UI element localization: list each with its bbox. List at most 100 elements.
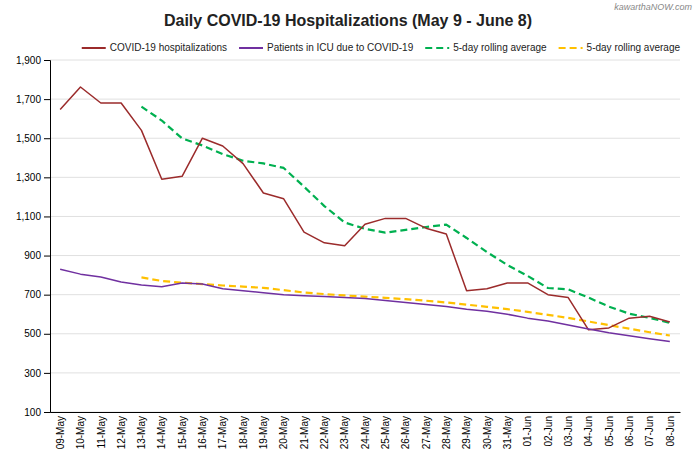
tick-label: 09-May [55,416,66,449]
legend-item: Patients in ICU due to COVID-19 [239,42,414,53]
tick-label: 16-May [197,416,208,449]
tick: 28-May [441,416,452,449]
tick: 22-May [319,416,330,449]
plot: 100 300 500 700 900 1,100 1,300 1,500 1,700 1,900… [16,55,681,450]
tick-mark [44,99,50,100]
tick-label: 22-May [319,416,330,449]
tick: 700 [24,289,50,300]
tick-label: 01-Jun [522,416,533,447]
tick: 18-May [238,416,249,449]
tick-label: 700 [24,289,41,300]
tick: 300 [24,368,50,379]
tick-mark [44,412,50,413]
tick-label: 1,100 [16,211,41,222]
tick: 500 [24,328,50,339]
tick-label: 900 [24,250,41,261]
tick: 17-May [217,416,228,449]
tick-label: 30-May [482,416,493,449]
tick: 13-May [136,416,147,449]
tick: 10-May [75,416,86,449]
tick: 20-May [278,416,289,449]
tick-mark [44,60,50,61]
tick-label: 17-May [217,416,228,449]
tick: 08-Jun [665,416,676,447]
tick: 16-May [197,416,208,449]
tick: 1,300 [16,172,50,183]
series-line [141,107,669,323]
tick: 1,900 [16,55,50,66]
legend-item: COVID-19 hospitalizations [82,42,227,53]
tick: 21-May [299,416,310,449]
grid-line [50,99,680,100]
tick-label: 15-May [177,416,188,449]
tick: 1,100 [16,211,50,222]
legend-swatch [425,47,449,49]
grid [50,60,680,412]
grid-line [50,60,680,61]
grid-line [50,333,680,334]
tick: 29-May [461,416,472,449]
legend-label: Patients in ICU due to COVID-19 [267,42,414,53]
tick: 31-May [502,416,513,449]
tick-label: 1,500 [16,133,41,144]
tick-mark [44,138,50,139]
tick-label: 05-Jun [604,416,615,447]
tick: 06-Jun [624,416,635,447]
series-line [60,87,670,330]
series-group [60,87,670,342]
series-line [60,269,670,341]
tick-label: 11-May [96,416,107,449]
tick: 24-May [360,416,371,449]
tick: 02-Jun [543,416,554,447]
tick: 09-May [55,416,66,449]
tick-label: 18-May [238,416,249,449]
grid-line [50,412,680,413]
legend: COVID-19 hospitalizations Patients in ICU… [82,42,681,53]
tick-mark [44,373,50,374]
tick-label: 06-Jun [624,416,635,447]
tick: 27-May [421,416,432,449]
tick-label: 26-May [400,416,411,449]
axis-line [51,412,681,413]
tick-mark [44,334,50,335]
tick: 15-May [177,416,188,449]
tick: 900 [24,250,50,261]
tick: 12-May [116,416,127,449]
tick-label: 24-May [360,416,371,449]
tick-label: 02-Jun [543,416,554,447]
tick-label: 1,300 [16,172,41,183]
tick-label: 03-Jun [563,416,574,447]
legend-label: 5-day rolling average [453,42,547,53]
tick-mark [44,216,50,217]
tick: 05-Jun [604,416,615,447]
tick: 1,700 [16,94,50,105]
tick: 04-Jun [583,416,594,447]
axis-line [44,61,51,413]
tick: 07-Jun [644,416,655,447]
series-line [141,277,669,335]
tick-mark [44,295,50,296]
tick: 25-May [380,416,391,449]
legend-item: 5-day rolling average [559,42,681,53]
tick-label: 29-May [461,416,472,449]
tick-label: 19-May [258,416,269,449]
tick: 19-May [258,416,269,449]
tick-label: 23-May [339,416,350,449]
tick-label: 31-May [502,416,513,449]
tick-label: 14-May [156,416,167,449]
tick-label: 08-Jun [665,416,676,447]
legend-label: 5-day rolling average [587,42,681,53]
tick: 23-May [339,416,350,449]
grid-line [50,177,680,178]
tick-label: 27-May [421,416,432,449]
tick: 01-Jun [522,416,533,447]
tick: 1,500 [16,133,50,144]
tick-label: 1,900 [16,55,41,66]
legend-swatch [82,47,106,49]
tick-label: 07-Jun [644,416,655,447]
tick: 03-Jun [563,416,574,447]
grid-line [50,372,680,373]
tick-label: 500 [24,328,41,339]
tick-label: 12-May [116,416,127,449]
tick-label: 100 [24,407,41,418]
